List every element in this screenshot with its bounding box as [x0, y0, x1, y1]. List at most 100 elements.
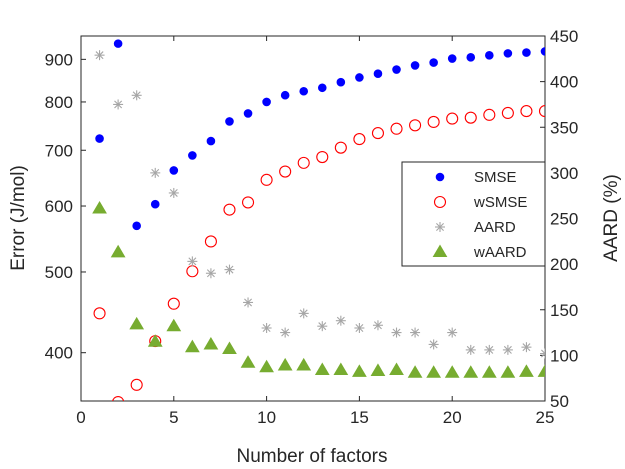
waard-point	[203, 336, 219, 350]
x-tick-label: 5	[169, 408, 178, 427]
legend-label: wAARD	[473, 244, 527, 261]
wsmse-point	[334, 141, 347, 154]
waard-point	[370, 363, 386, 376]
aard-point	[465, 344, 476, 355]
aard-point	[540, 348, 545, 359]
series-aard	[94, 50, 545, 359]
legend-marker-waard	[432, 244, 448, 258]
x-axis-ticks: 0 5 10 15 20 25	[76, 36, 554, 427]
wsmse-point	[353, 133, 366, 146]
smse-point	[317, 83, 327, 93]
left-y-tick-label: 600	[45, 197, 73, 216]
aard-point	[484, 344, 495, 355]
x-axis-label: Number of factors	[237, 446, 388, 467]
smse-point	[225, 117, 234, 126]
wsmse-point	[167, 297, 180, 310]
smse-point	[113, 39, 123, 48]
wsmse-point	[279, 165, 292, 178]
wsmse-point	[501, 106, 514, 120]
series-smse	[95, 39, 545, 231]
smse-point	[169, 166, 179, 175]
left-y-tick-label: 500	[45, 263, 73, 282]
waard-point	[240, 355, 256, 368]
aard-point	[243, 297, 254, 308]
aard-point	[447, 327, 458, 338]
right-y-tick-label: 100	[550, 346, 578, 365]
aard-point	[187, 256, 198, 267]
aard-point	[428, 339, 439, 350]
left-y-tick-label: 800	[45, 93, 73, 112]
smse-point	[503, 49, 513, 58]
aard-point	[94, 50, 105, 61]
series-waard	[92, 200, 545, 378]
series-wsmse	[93, 105, 545, 401]
right-y-axis-label: AARD (%)	[601, 174, 622, 262]
waard-point	[222, 341, 237, 355]
aard-point	[502, 344, 513, 355]
aard-point	[261, 323, 272, 333]
wsmse-point	[130, 378, 143, 391]
wsmse-point	[93, 307, 106, 320]
waard-point	[296, 357, 312, 371]
wsmse-point	[316, 150, 329, 164]
smse-point	[410, 61, 420, 70]
aard-point	[168, 187, 179, 198]
smse-point	[262, 97, 271, 107]
wsmse-point	[260, 173, 273, 186]
smse-point	[280, 90, 290, 100]
x-tick-label: 0	[76, 408, 85, 427]
legend-marker-wsmse	[433, 195, 447, 209]
aard-point	[280, 327, 291, 338]
waard-point	[129, 316, 145, 330]
x-tick-label: 15	[350, 408, 369, 427]
aard-point	[113, 99, 124, 110]
aard-point	[205, 268, 216, 279]
waard-point	[463, 365, 479, 378]
legend-label: AARD	[474, 219, 516, 236]
waard-point	[352, 364, 367, 377]
aard-point	[317, 321, 328, 332]
aard-point	[298, 308, 309, 319]
right-y-tick-label: 400	[550, 73, 578, 92]
waard-point	[481, 365, 497, 378]
smse-point	[206, 136, 216, 146]
wsmse-point	[112, 395, 125, 401]
right-y-tick-label: 250	[550, 210, 578, 229]
right-y-tick-label: 350	[550, 118, 578, 137]
waard-point	[110, 244, 126, 258]
smse-point	[299, 86, 309, 96]
smse-point	[132, 221, 141, 231]
aard-point	[354, 323, 365, 333]
aard-point	[521, 342, 532, 353]
wsmse-point	[371, 127, 385, 140]
waard-point	[184, 339, 200, 353]
right-y-tick-label: 150	[550, 301, 578, 320]
waard-point	[277, 357, 293, 371]
wsmse-point	[483, 108, 496, 121]
legend-marker-smse	[435, 172, 445, 182]
aard-point	[335, 315, 346, 326]
smse-point	[336, 77, 346, 87]
left-y-tick-label: 900	[45, 50, 73, 69]
aard-point	[224, 264, 235, 275]
waard-point	[444, 365, 460, 378]
left-y-axis-label: Error (J/mol)	[8, 165, 29, 271]
smse-point	[95, 134, 104, 143]
waard-point	[389, 362, 404, 376]
smse-point	[485, 51, 494, 60]
waard-point	[259, 359, 274, 373]
wsmse-point	[297, 156, 310, 169]
wsmse-point	[427, 115, 440, 128]
aard-point	[391, 327, 402, 338]
right-y-tick-label: 50	[550, 392, 569, 411]
wsmse-point	[390, 122, 403, 135]
wsmse-point	[223, 203, 236, 216]
legend-box	[401, 161, 546, 267]
legend: SMSE wSMSE AARD wAARD	[401, 161, 546, 267]
waard-point	[407, 365, 423, 378]
right-y-tick-label: 450	[550, 27, 578, 46]
legend-item-smse: SMSE	[435, 169, 517, 186]
x-tick-label: 10	[257, 408, 276, 427]
